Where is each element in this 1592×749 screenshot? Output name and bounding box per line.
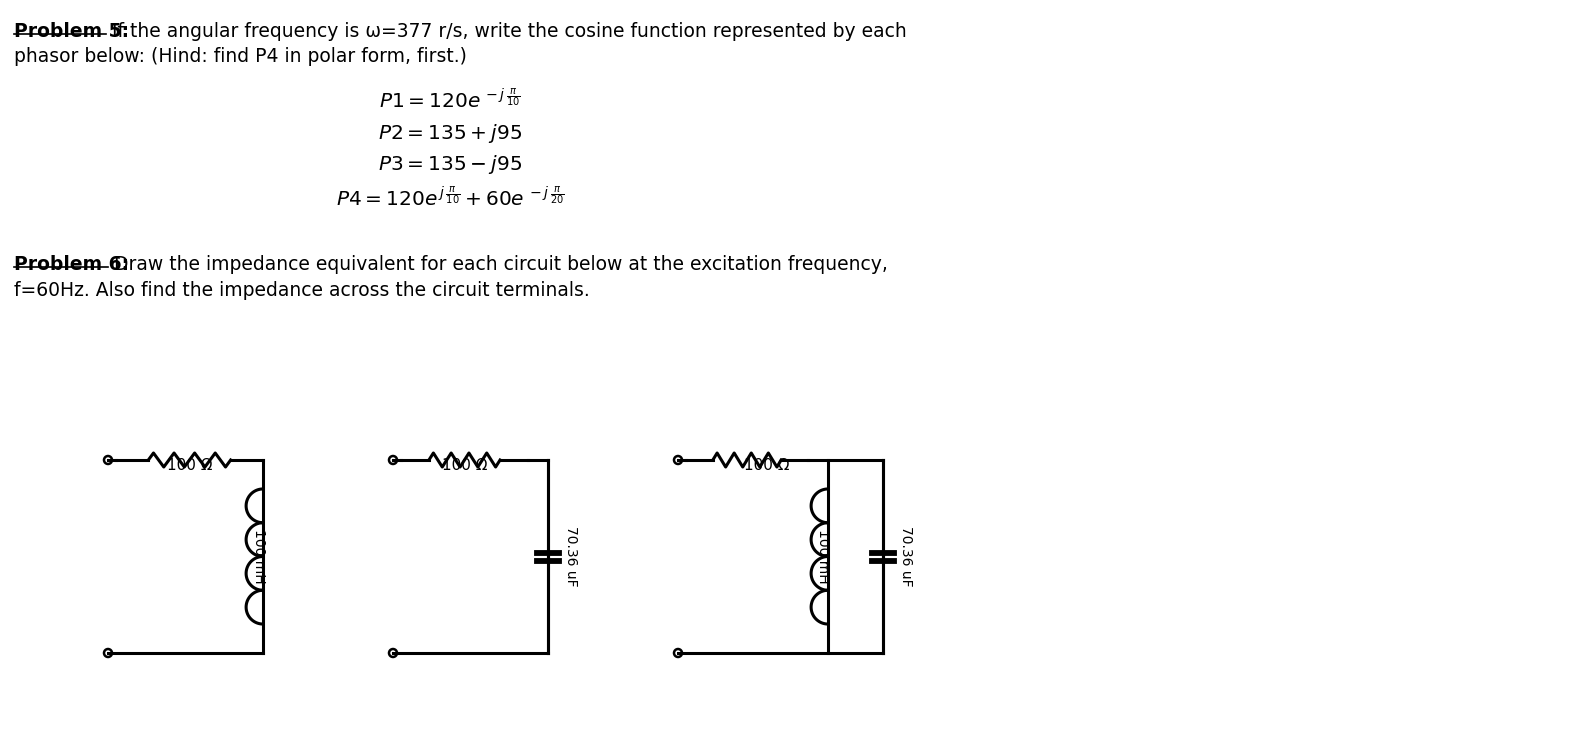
Text: $P3 = 135 - j95$: $P3 = 135 - j95$: [377, 153, 522, 176]
Text: Problem 6:: Problem 6:: [14, 255, 129, 274]
Text: 100 Ω: 100 Ω: [743, 458, 790, 473]
Text: phasor below: (Hind: find P4 in polar form, first.): phasor below: (Hind: find P4 in polar fo…: [14, 47, 466, 66]
Text: $P1 = 120e^{\,-j\,\frac{\pi}{10}}$: $P1 = 120e^{\,-j\,\frac{\pi}{10}}$: [379, 88, 521, 112]
Text: f=60Hz. Also find the impedance across the circuit terminals.: f=60Hz. Also find the impedance across t…: [14, 281, 589, 300]
Text: If the angular frequency is ω=377 r/s, write the cosine function represented by : If the angular frequency is ω=377 r/s, w…: [107, 22, 907, 41]
Text: 100 Ω: 100 Ω: [167, 458, 212, 473]
Text: Problem 5:: Problem 5:: [14, 22, 129, 41]
Text: 100 mH: 100 mH: [817, 530, 829, 583]
Text: $P4 = 120e^{\,j\,\frac{\pi}{10}} + 60e^{\,-j\,\frac{\pi}{20}}$: $P4 = 120e^{\,j\,\frac{\pi}{10}} + 60e^{…: [336, 186, 564, 210]
Text: 70.36 uF: 70.36 uF: [899, 527, 912, 586]
Text: Draw the impedance equivalent for each circuit below at the excitation frequency: Draw the impedance equivalent for each c…: [108, 255, 888, 274]
Text: 100 mH: 100 mH: [252, 530, 266, 583]
Text: 100 Ω: 100 Ω: [441, 458, 487, 473]
Text: $P2 = 135 + j95$: $P2 = 135 + j95$: [377, 122, 522, 145]
Text: 70.36 uF: 70.36 uF: [564, 527, 578, 586]
